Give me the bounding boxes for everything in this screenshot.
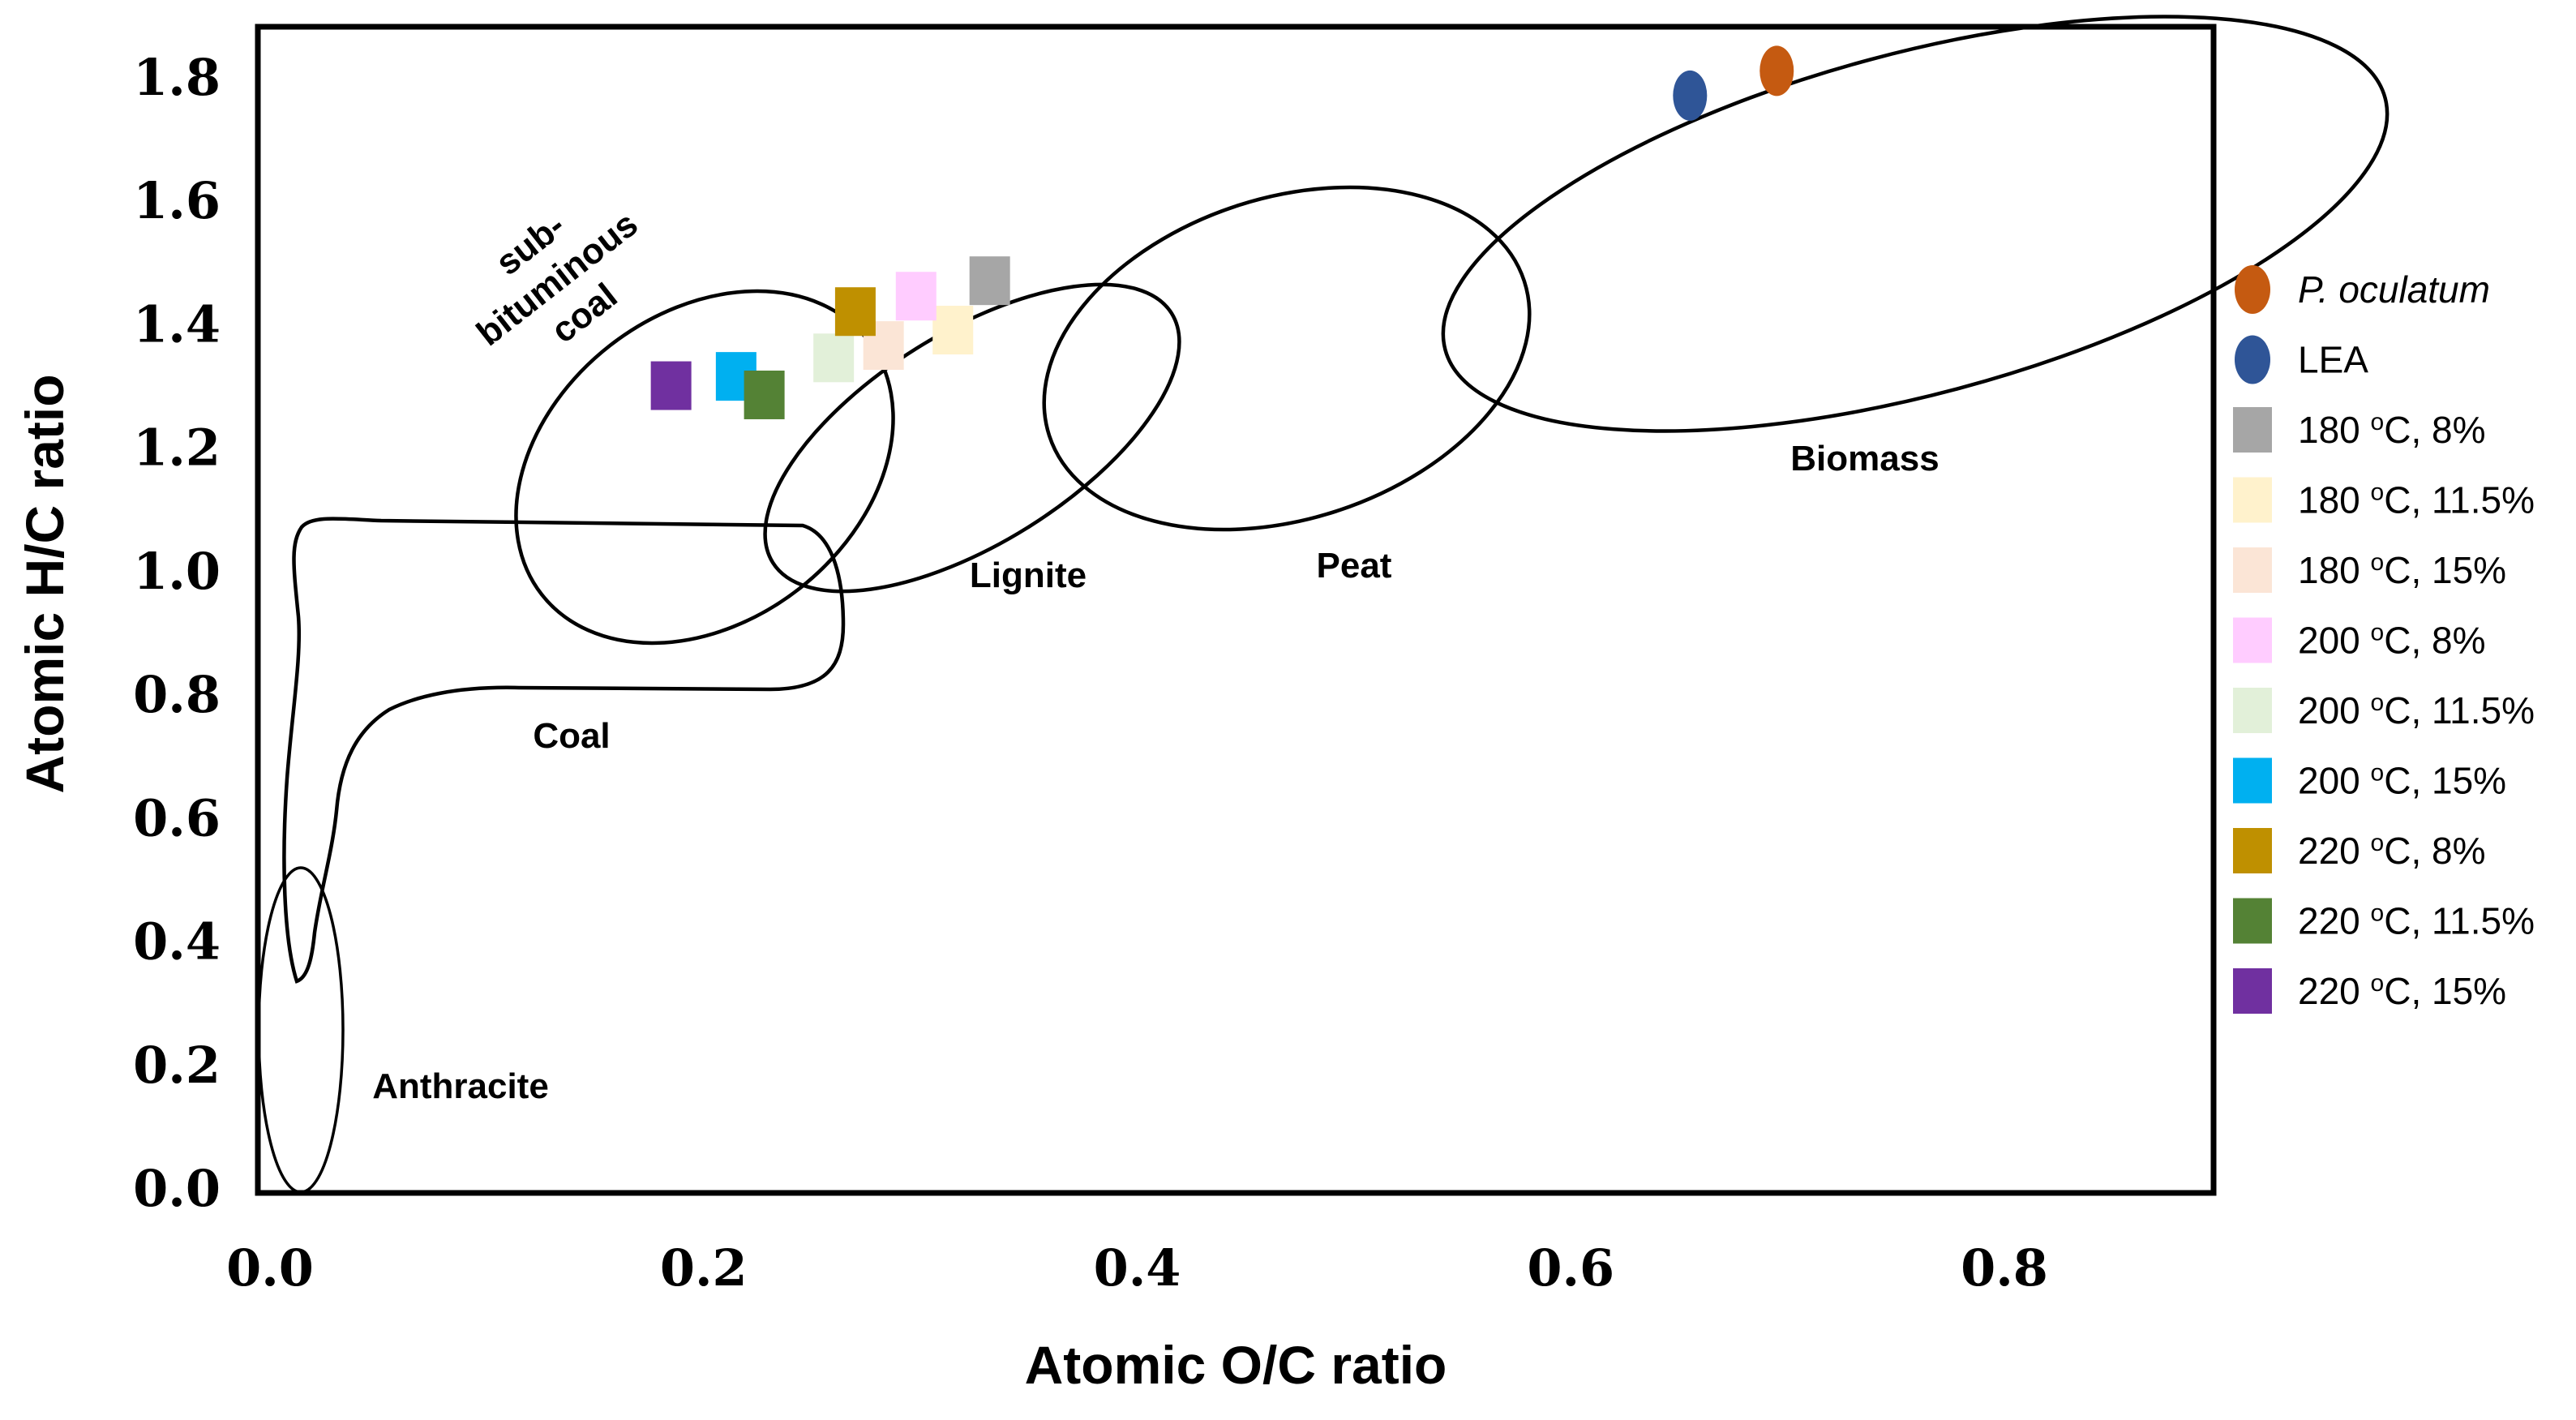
legend-marker <box>2233 757 2272 804</box>
plot-frame <box>255 24 2217 1196</box>
legend-label: 220 oC, 15% <box>2298 970 2506 1012</box>
legend-marker <box>2235 265 2270 314</box>
data-point <box>1759 45 1794 97</box>
x-tick-label: 0.8 <box>1961 1238 2048 1298</box>
legend-marker <box>2233 617 2272 663</box>
legend-label: 180 oC, 11.5% <box>2298 479 2535 521</box>
y-tick-label: 1.0 <box>133 542 221 601</box>
legend-label: P. oculatum <box>2298 268 2490 311</box>
data-point <box>969 256 1010 306</box>
region-peat-outline <box>1042 185 1532 532</box>
regions <box>257 15 2390 1194</box>
y-axis-ticks: 0.0 0.2 0.4 0.6 0.8 1.0 1.2 1.4 1.6 1.8 <box>133 48 221 1218</box>
region-label-subbituminous: sub- bituminous coal <box>469 204 645 354</box>
data-point <box>1673 70 1708 121</box>
legend-label: 200 oC, 11.5% <box>2298 689 2535 731</box>
data-point <box>895 272 937 321</box>
region-biomass-outline <box>1441 15 2390 433</box>
legend-label: 180 oC, 15% <box>2298 549 2506 591</box>
x-tick-label: 0.2 <box>660 1238 748 1298</box>
legend-label: 220 oC, 11.5% <box>2298 900 2535 942</box>
y-tick-label: 0.4 <box>133 912 221 972</box>
y-tick-label: 0.2 <box>133 1036 221 1095</box>
y-tick-label: 1.6 <box>133 171 221 230</box>
x-tick-label: 0.6 <box>1527 1238 1614 1298</box>
y-tick-label: 0.0 <box>133 1159 221 1218</box>
legend-marker <box>2233 407 2272 453</box>
y-tick-label: 1.8 <box>133 48 221 107</box>
data-point <box>932 306 974 355</box>
region-label-coal: Coal <box>533 716 610 756</box>
x-axis-ticks: 0.0 0.2 0.4 0.6 0.8 <box>226 1238 2048 1298</box>
x-tick-label: 0.4 <box>1094 1238 1181 1298</box>
x-axis-title: Atomic O/C ratio <box>1025 1335 1447 1395</box>
y-tick-label: 1.4 <box>133 294 221 354</box>
legend-marker <box>2233 828 2272 873</box>
x-tick-label: 0.0 <box>226 1238 314 1298</box>
region-anthracite-outline <box>257 866 345 1194</box>
data-point <box>650 361 692 410</box>
region-label-biomass: Biomass <box>1790 439 1939 478</box>
legend-label: 180 oC, 8% <box>2298 409 2485 451</box>
legend-marker <box>2233 688 2272 733</box>
y-axis-title: Atomic H/C ratio <box>15 374 75 793</box>
legend-marker <box>2233 968 2272 1014</box>
region-label-peat: Peat <box>1317 546 1392 586</box>
region-label-lignite: Lignite <box>970 556 1087 595</box>
region-lignite-outline <box>763 282 1181 594</box>
legend-label: 200 oC, 15% <box>2298 760 2506 802</box>
region-label-anthracite: Anthracite <box>372 1066 549 1106</box>
y-tick-label: 0.8 <box>133 665 221 724</box>
legend: P. oculatum LEA 180 oC, 8% 180 oC, 11.5% 180… <box>2233 265 2535 1014</box>
data-point <box>813 333 855 383</box>
legend-marker <box>2233 898 2272 944</box>
legend-label: 220 oC, 8% <box>2298 830 2485 872</box>
region-coal-outline <box>282 517 846 984</box>
legend-label: 200 oC, 8% <box>2298 620 2485 662</box>
legend-label: LEA <box>2298 339 2368 381</box>
legend-marker <box>2235 335 2270 384</box>
legend-marker <box>2233 547 2272 593</box>
legend-marker <box>2233 477 2272 523</box>
y-tick-label: 1.2 <box>133 418 221 478</box>
data-points <box>650 45 1794 419</box>
data-point <box>834 287 876 337</box>
y-tick-label: 0.6 <box>133 788 221 847</box>
data-point <box>744 370 785 419</box>
